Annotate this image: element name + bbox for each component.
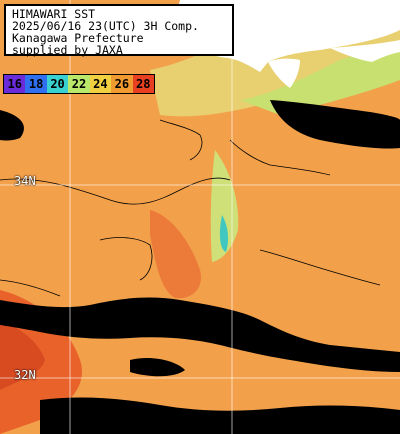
legend-item: 26 (111, 75, 133, 93)
cyan-patch (219, 215, 229, 252)
info-supplier: supplied by JAXA (12, 43, 123, 57)
contour-line (0, 279, 61, 297)
legend-item: 24 (89, 75, 112, 93)
cloud-band-south (0, 297, 400, 372)
cloud-band-bottom (40, 397, 400, 434)
info-title: HIMAWARI SST (12, 7, 96, 21)
warm-tongue (150, 210, 201, 299)
cloud-west-top (0, 110, 24, 141)
legend-item: 16 (4, 75, 26, 93)
contour-line (159, 119, 203, 161)
cloud-small-center (130, 358, 185, 377)
info-box: HIMAWARI SST 2025/06/16 23(UTC) 3H Comp.… (4, 4, 234, 56)
contour-line (229, 139, 331, 176)
warm-water-region-core (0, 320, 45, 390)
lat-label-32n: 32N (14, 368, 36, 382)
legend-item: 20 (46, 75, 69, 93)
contour-line (0, 177, 231, 205)
legend-item: 28 (132, 75, 154, 93)
cloud-east (270, 100, 400, 149)
info-datetime: 2025/06/16 23(UTC) 3H Comp. (12, 19, 199, 33)
temperature-legend: 16 18 20 22 24 26 28 (3, 74, 155, 94)
info-region: Kanagawa Prefecture (12, 31, 144, 45)
lat-label-34n: 34N (14, 174, 36, 188)
legend-item: 18 (25, 75, 47, 93)
land-izu (268, 58, 300, 88)
contour-line (99, 237, 153, 281)
legend-item: 22 (68, 75, 90, 93)
contour-line (259, 249, 381, 286)
land-boso (330, 40, 400, 62)
